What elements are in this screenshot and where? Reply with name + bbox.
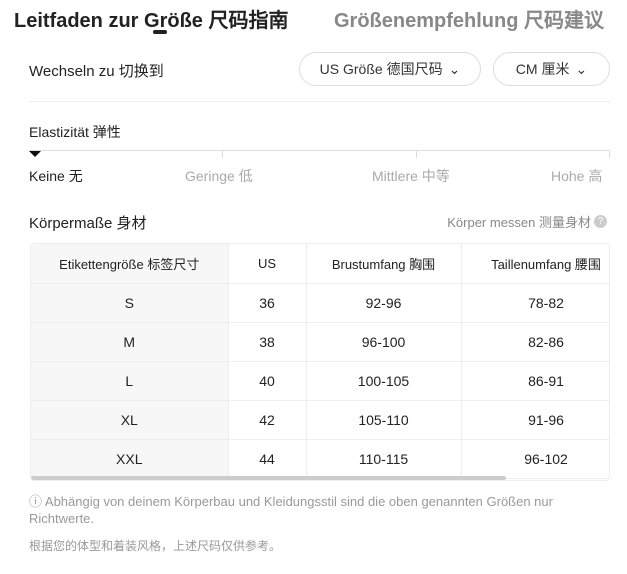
cell: 40 — [228, 361, 307, 401]
table-row: XXL 44 110-115 96-102 — [31, 439, 609, 479]
table-row: XL 42 105-110 91-96 — [31, 400, 609, 440]
table-row: M 38 96-100 82-86 — [31, 322, 609, 362]
scale-tick — [222, 150, 223, 158]
header-us: US — [228, 244, 307, 284]
cell: XXL — [31, 439, 229, 479]
horizontal-scrollbar[interactable] — [31, 476, 506, 480]
cell: 91-96 — [461, 400, 609, 440]
header-label-size: Etikettengröße 标签尺寸 — [31, 244, 229, 284]
unit-dropdown[interactable]: CM 厘米 ⌄ — [493, 52, 610, 86]
measure-body-link[interactable]: Körper messen 测量身材? — [447, 212, 607, 231]
tab-size-guide[interactable]: Leitfaden zur Größe 尺码指南 — [14, 10, 289, 32]
cell: 96-102 — [461, 439, 609, 479]
tab-size-recommendation[interactable]: Größenempfehlung 尺码建议 — [334, 10, 604, 32]
cell: 36 — [228, 283, 307, 323]
level-high: Hohe 高 — [551, 168, 603, 184]
header-waist: Taillenumfang 腰围 — [461, 244, 609, 284]
body-section-title: Körpermaße 身材 — [29, 215, 147, 232]
cell: 100-105 — [306, 361, 462, 401]
size-system-value: US Größe 德国尺码 — [319, 61, 443, 77]
disclaimer-de: ⓘ Abhängig von deinem Körperbau und Klei… — [29, 494, 553, 526]
cell: L — [31, 361, 229, 401]
chevron-down-icon: ⌄ — [448, 60, 461, 77]
cell: 82-86 — [461, 322, 609, 362]
divider — [29, 101, 610, 102]
active-tab-indicator — [153, 30, 167, 34]
cell: 78-82 — [461, 283, 609, 323]
cell: 86-91 — [461, 361, 609, 401]
table-row: L 40 100-105 86-91 — [31, 361, 609, 401]
measure-body-label: Körper messen 测量身材 — [447, 215, 591, 230]
cell: 92-96 — [306, 283, 462, 323]
table-header: Etikettengröße 标签尺寸 US Brustumfang 胸围 Ta… — [31, 244, 609, 284]
cell: 42 — [228, 400, 307, 440]
chevron-down-icon: ⌄ — [575, 60, 588, 77]
unit-value: CM 厘米 — [515, 61, 570, 77]
level-none: Keine 无 — [29, 168, 83, 184]
elasticity-marker-icon — [29, 151, 41, 157]
cell: S — [31, 283, 229, 323]
level-low: Geringe 低 — [185, 168, 253, 184]
cell: 38 — [228, 322, 307, 362]
size-system-dropdown[interactable]: US Größe 德国尺码 ⌄ — [299, 52, 481, 86]
elasticity-label: Elastizität 弹性 — [29, 124, 121, 140]
cell: 44 — [228, 439, 307, 479]
cell: XL — [31, 400, 229, 440]
help-icon: ? — [594, 215, 607, 228]
scale-tick — [416, 150, 417, 158]
cell: 96-100 — [306, 322, 462, 362]
table-row: S 36 92-96 78-82 — [31, 283, 609, 323]
scale-tick — [609, 150, 610, 158]
cell: M — [31, 322, 229, 362]
switch-label: Wechseln zu 切换到 — [29, 63, 164, 80]
level-medium: Mittlere 中等 — [372, 168, 450, 184]
cell: 105-110 — [306, 400, 462, 440]
disclaimer-zh: 根据您的体型和着装风格，上述尺码仅供参考。 — [29, 539, 282, 553]
size-table: Etikettengröße 标签尺寸 US Brustumfang 胸围 Ta… — [30, 243, 610, 481]
cell: 110-115 — [306, 439, 462, 479]
header-chest: Brustumfang 胸围 — [306, 244, 462, 284]
elasticity-scale — [29, 150, 610, 151]
